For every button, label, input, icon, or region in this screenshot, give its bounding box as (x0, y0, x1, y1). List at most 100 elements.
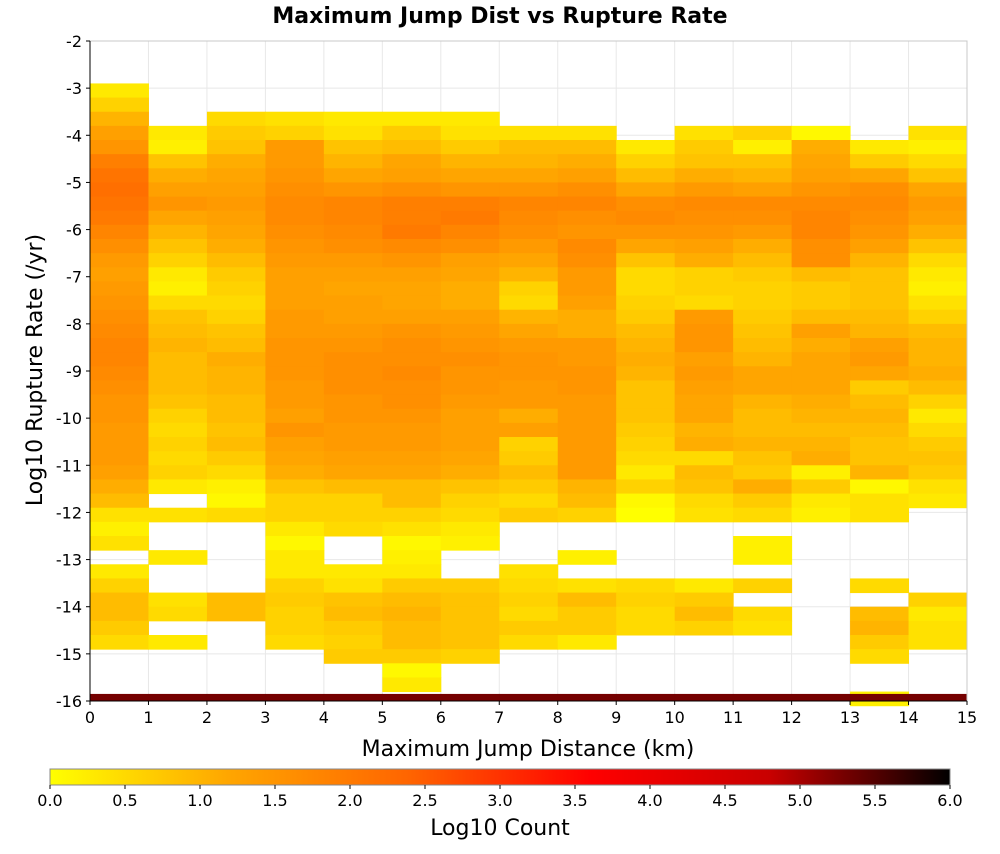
heatmap-cell (733, 451, 793, 466)
heatmap-cell (148, 635, 208, 650)
heatmap-cell (733, 465, 793, 480)
heatmap-cell (323, 408, 383, 424)
heatmap-cell (557, 693, 617, 701)
heatmap-cell (148, 168, 208, 183)
heatmap-cell (440, 693, 500, 701)
heatmap-cell (265, 210, 325, 226)
heatmap-cell (908, 182, 968, 198)
heatmap-cell (850, 267, 910, 282)
heatmap-cell (499, 479, 559, 495)
heatmap-cell (382, 267, 442, 282)
heatmap-cell (148, 408, 208, 424)
heatmap-cell (674, 620, 734, 636)
y-tick-label: -5 (66, 173, 82, 192)
heatmap-cell (323, 451, 383, 466)
heatmap-cell (265, 550, 325, 565)
heatmap-cell (382, 578, 442, 594)
heatmap-cell (323, 479, 383, 495)
heatmap-cell (323, 521, 383, 537)
heatmap-cell (791, 267, 851, 282)
heatmap-cell (382, 182, 442, 198)
heatmap-cell (440, 578, 500, 594)
heatmap-cell (90, 366, 149, 381)
heatmap-cell (674, 380, 734, 396)
y-axis-label: Log10 Rupture Rate (/yr) (23, 234, 48, 506)
heatmap-cell (265, 323, 325, 339)
heatmap-cell (674, 465, 734, 480)
heatmap-cell (265, 267, 325, 282)
heatmap-cell (206, 479, 266, 495)
heatmap-cell (440, 323, 500, 339)
heatmap-cell (90, 606, 149, 622)
heatmap-cell (616, 168, 676, 183)
heatmap-cell (148, 366, 208, 381)
heatmap-cell (791, 196, 851, 212)
heatmap-cell (908, 380, 968, 396)
heatmap-cell (616, 295, 676, 311)
heatmap-cell (206, 606, 266, 622)
heatmap-cell (382, 493, 442, 509)
heatmap-cell (616, 422, 676, 438)
colorbar-tick-label: 2.0 (337, 791, 362, 810)
heatmap-cell (733, 493, 793, 509)
heatmap-cell (206, 182, 266, 198)
heatmap-cell (265, 693, 325, 701)
colorbar (49, 768, 951, 786)
x-tick-label: 1 (143, 708, 153, 727)
heatmap-cell (616, 323, 676, 339)
heatmap-cell (382, 663, 442, 678)
heatmap-cell (90, 83, 149, 99)
heatmap-cell (90, 338, 149, 353)
heatmap-cell (499, 168, 559, 183)
heatmap-cell (499, 635, 559, 650)
heatmap-cell (323, 224, 383, 240)
heatmap-cell (323, 564, 383, 579)
heatmap-cell (616, 606, 676, 622)
x-tick-label: 8 (553, 708, 563, 727)
heatmap-cell (616, 239, 676, 254)
heatmap-cell (791, 422, 851, 438)
heatmap-cell (206, 592, 266, 608)
colorbar-tick-label: 5.0 (787, 791, 812, 810)
heatmap-cell (674, 437, 734, 452)
heatmap-cell (850, 295, 910, 311)
heatmap-cell (148, 437, 208, 452)
heatmap-cell (908, 693, 968, 701)
heatmap-cell (850, 338, 910, 353)
heatmap-cell (499, 451, 559, 466)
heatmap-cell (90, 97, 149, 113)
heatmap-cell (382, 635, 442, 650)
heatmap-cell (90, 693, 149, 701)
heatmap-cell (908, 224, 968, 240)
x-tick-label: 13 (840, 708, 860, 727)
heatmap-cell (148, 210, 208, 226)
heatmap-cell (323, 493, 383, 509)
heatmap-cell (323, 196, 383, 212)
heatmap-cell (733, 479, 793, 495)
heatmap-cell (557, 550, 617, 565)
heatmap-cell (90, 422, 149, 438)
heatmap-cell (323, 309, 383, 325)
y-tick-label: -2 (66, 32, 82, 51)
heatmap-cell (323, 323, 383, 339)
heatmap-cell (616, 437, 676, 452)
heatmap-cell (557, 295, 617, 311)
heatmap-cell (616, 281, 676, 297)
heatmap-cell (440, 649, 500, 664)
heatmap-cell (206, 295, 266, 311)
colorbar-tick-label: 5.5 (862, 791, 887, 810)
heatmap-cell (557, 182, 617, 198)
heatmap-cell (850, 168, 910, 183)
heatmap-cell (90, 295, 149, 311)
heatmap-cell (674, 196, 734, 212)
heatmap-cell (440, 606, 500, 622)
heatmap-cell (908, 309, 968, 325)
heatmap-cell (791, 338, 851, 353)
heatmap-cell (265, 338, 325, 353)
heatmap-cell (323, 154, 383, 169)
heatmap-cell (674, 323, 734, 339)
heatmap-cell (206, 493, 266, 509)
x-tick-label: 14 (898, 708, 918, 727)
heatmap-cell (557, 366, 617, 381)
heatmap-cell (382, 465, 442, 480)
